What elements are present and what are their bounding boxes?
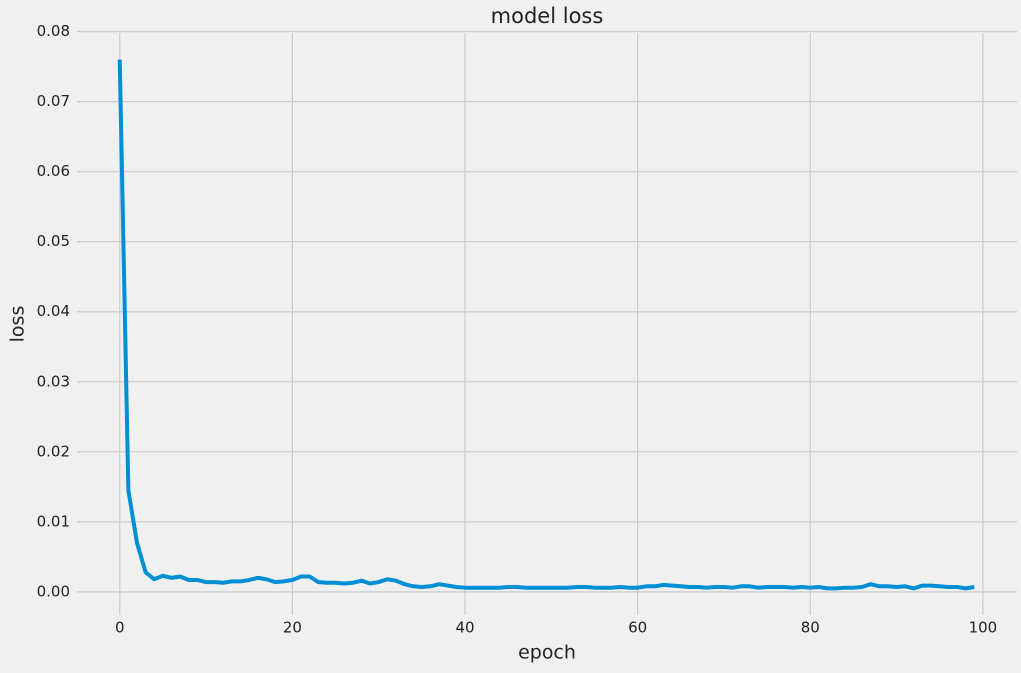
loss-line — [117, 59, 975, 591]
chart-title: model loss — [491, 4, 604, 28]
x-axis-label: epoch — [518, 642, 576, 664]
x-tick-label: 100 — [969, 619, 998, 637]
x-tick-label: 80 — [801, 619, 820, 637]
y-tick-label: 0.07 — [37, 92, 70, 110]
y-tick-label: 0.04 — [37, 302, 70, 320]
x-tick-label: 20 — [283, 619, 302, 637]
y-axis-label: loss — [7, 306, 29, 343]
x-tick-label: 40 — [455, 619, 474, 637]
y-tick-label: 0.08 — [37, 22, 70, 40]
x-tick-label: 0 — [115, 619, 125, 637]
y-tick-label: 0.05 — [37, 232, 70, 250]
y-tick-label: 0.03 — [37, 372, 70, 390]
y-tick-label: 0.00 — [37, 582, 70, 600]
y-tick-label: 0.01 — [37, 512, 70, 530]
y-tick-label: 0.06 — [37, 162, 70, 180]
y-tick-label: 0.02 — [37, 442, 70, 460]
x-tick-label: 60 — [628, 619, 647, 637]
